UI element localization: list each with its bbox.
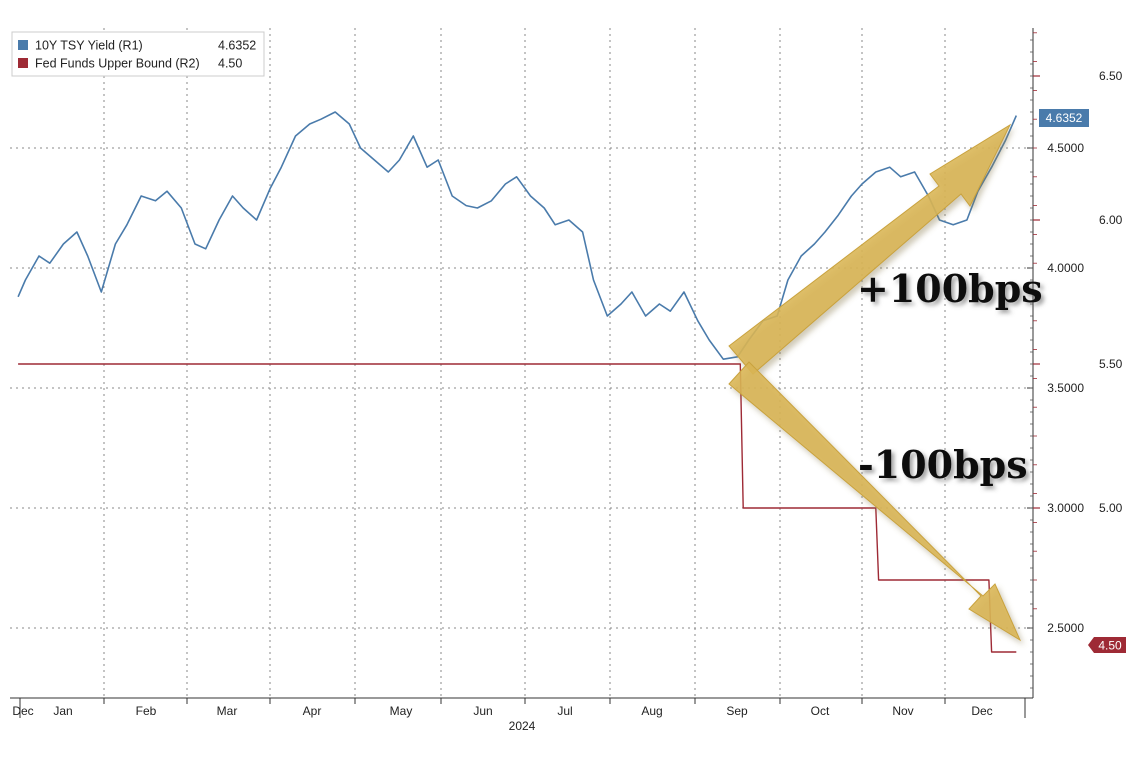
x-axis-tick-label: Feb [136,704,157,718]
last-value-tag-r2: 4.50 [1088,637,1126,653]
legend-value-tsy: 4.6352 [218,39,256,53]
annotation-minus-100bps: -100bps [858,442,1028,487]
arrow-down [728,361,1022,642]
x-axis-tick-label: Apr [303,704,322,718]
r2-axis-tick-label: 5.00 [1099,501,1123,515]
x-axis-tick-label: Mar [217,704,238,718]
plot-area: Dec Jan Feb Mar Apr May Jun Jul Aug Sep Oct Nov Dec … [10,28,1123,733]
last-value-tag-r1: 4.6352 [1039,109,1089,127]
x-axis-tick-label: Sep [726,704,748,718]
arrow-up [728,123,1012,375]
x-axis-tick-label: Aug [641,704,662,718]
r2-axis-tick-label: 6.50 [1099,69,1123,83]
x-axis-tick-label: May [390,704,413,718]
r1-axis-tick-label: 3.0000 [1047,501,1084,515]
series-10y-tsy-yield [17,111,1018,360]
r2-axis-tick-label: 6.00 [1099,213,1123,227]
r1-axis-tick-label: 2.5000 [1047,621,1084,635]
last-value-label-r2: 4.50 [1098,639,1122,653]
x-axis-tick-label: Jan [53,704,72,718]
legend-swatch-tsy [18,40,28,50]
legend: 10Y TSY Yield (R1) 4.6352 Fed Funds Uppe… [11,31,265,77]
legend-label-tsy: 10Y TSY Yield (R1) [35,39,143,53]
r2-axis-ticks: 5.00 5.50 6.00 6.50 [1033,32,1123,610]
annotation-plus-100bps: +100bps [857,266,1043,311]
vertical-gridlines [103,28,946,698]
legend-label-fed: Fed Funds Upper Bound (R2) [35,57,200,71]
r2-axis-tick-label: 5.50 [1099,357,1123,371]
x-axis-tick-label: Nov [892,704,913,718]
last-value-label-r1: 4.6352 [1046,111,1083,125]
annotation-arrows [728,123,1022,642]
r1-axis-tick-label: 3.5000 [1047,381,1084,395]
r1-axis-ticks: 2.5000 3.0000 3.5000 4.0000 4.5000 [1027,39,1084,689]
legend-value-fed: 4.50 [218,57,242,71]
x-axis-tick-label: Oct [811,704,830,718]
tsy-yield-line [17,111,1018,360]
x-axis-ticks: Dec Jan Feb Mar Apr May Jun Jul Aug Sep Oct Nov Dec [12,698,1026,718]
r1-axis-tick-label: 4.0000 [1047,261,1084,275]
r1-axis-tick-label: 4.5000 [1047,141,1084,155]
x-axis-tick-label: Dec [12,704,33,718]
x-axis-tick-label: Dec [971,704,992,718]
x-axis-tick-label: Jul [557,704,572,718]
x-axis-tick-label: Jun [473,704,492,718]
x-axis-year-label: 2024 [509,719,536,733]
legend-swatch-fed [18,58,28,68]
